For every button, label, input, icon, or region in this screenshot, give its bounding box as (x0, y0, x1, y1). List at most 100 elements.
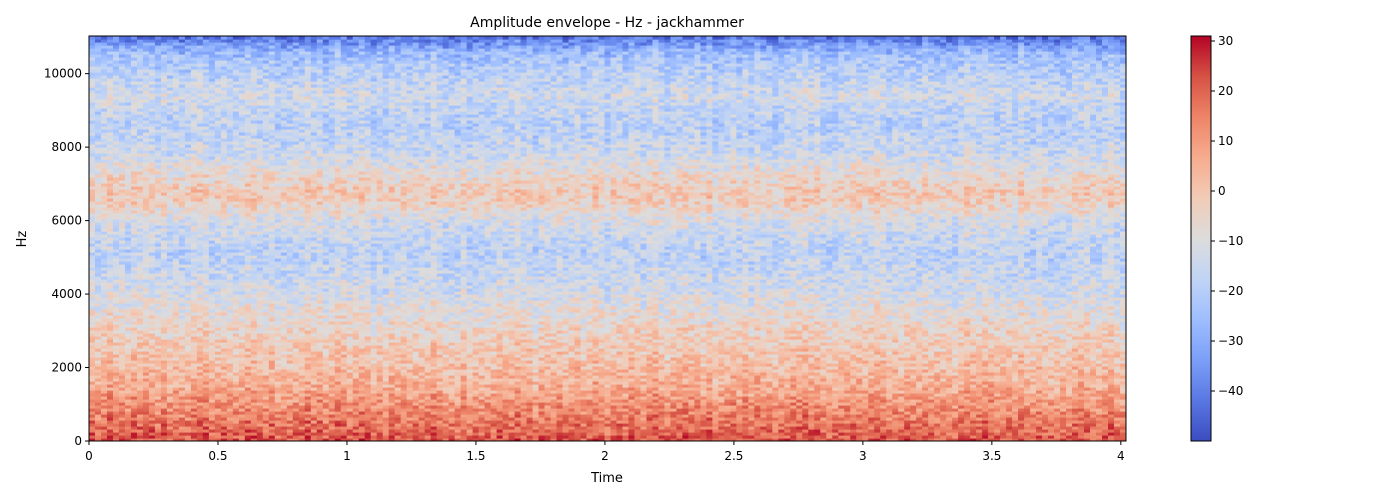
heatmap-cell (124, 249, 132, 253)
heatmap-cell (112, 60, 120, 64)
heatmap-cell (190, 282, 198, 286)
heatmap-cell (100, 402, 108, 406)
heatmap-cell (196, 408, 204, 412)
heatmap-cell (130, 288, 138, 292)
heatmap-cell (160, 228, 168, 232)
heatmap-cell (196, 324, 204, 328)
heatmap-cell (184, 219, 192, 223)
heatmap-cell (100, 69, 108, 73)
heatmap-cell (172, 264, 180, 268)
heatmap-cell (124, 180, 132, 184)
heatmap-cell (112, 387, 120, 391)
heatmap-cell (148, 351, 156, 355)
heatmap-cell (166, 147, 174, 151)
heatmap-cell (124, 351, 132, 355)
heatmap-cell (142, 240, 150, 244)
heatmap-cell (100, 330, 108, 334)
heatmap-cell (172, 348, 180, 352)
heatmap-cell (118, 225, 126, 229)
heatmap-cell (148, 144, 156, 148)
heatmap-cell (106, 345, 114, 349)
heatmap-cell (118, 213, 126, 217)
heatmap-cell (142, 348, 150, 352)
heatmap-cell (154, 300, 162, 304)
heatmap-cell (184, 258, 192, 262)
heatmap-cell (160, 42, 168, 46)
heatmap-cell (94, 321, 102, 325)
heatmap-cell (124, 339, 132, 343)
heatmap-cell (154, 75, 162, 79)
heatmap-cell (154, 192, 162, 196)
heatmap-cell (166, 315, 174, 319)
heatmap-cell (118, 327, 126, 331)
heatmap-cell (118, 42, 126, 46)
heatmap-cell (136, 216, 144, 220)
heatmap-cell (202, 237, 210, 241)
heatmap-cell (178, 171, 186, 175)
heatmap-cell (190, 393, 198, 397)
heatmap-cell (178, 330, 186, 334)
heatmap-cell (130, 57, 138, 61)
heatmap-cell (178, 114, 186, 118)
heatmap-cell (208, 372, 216, 376)
heatmap-cell (154, 393, 162, 397)
heatmap-cell (89, 102, 96, 106)
heatmap-cell (142, 378, 150, 382)
heatmap-cell (190, 258, 198, 262)
heatmap-cell (112, 156, 120, 160)
heatmap-cell (178, 294, 186, 298)
heatmap-cell (190, 183, 198, 187)
heatmap-cell (172, 165, 180, 169)
heatmap-cell (136, 165, 144, 169)
heatmap-cell (208, 354, 216, 358)
heatmap-cell (94, 189, 102, 193)
heatmap-cell (202, 408, 210, 412)
heatmap-cell (160, 156, 168, 160)
heatmap-cell (112, 294, 120, 298)
heatmap-cell (148, 330, 156, 334)
heatmap-cell (178, 309, 186, 313)
heatmap-cell (136, 72, 144, 76)
heatmap-cell (172, 195, 180, 199)
heatmap-cell (106, 276, 114, 280)
heatmap-cell (130, 81, 138, 85)
heatmap-cell (154, 414, 162, 418)
heatmap-cell (184, 246, 192, 250)
heatmap-cell (89, 342, 96, 346)
heatmap-cell (94, 297, 102, 301)
heatmap-cell (160, 120, 168, 124)
heatmap-cell (202, 420, 210, 424)
heatmap-cell (148, 123, 156, 127)
heatmap-cell (202, 240, 210, 244)
heatmap-cell (89, 408, 96, 412)
heatmap-cell (136, 171, 144, 175)
heatmap-cell (94, 99, 102, 103)
heatmap-cell (196, 126, 204, 130)
heatmap-cell (172, 57, 180, 61)
heatmap-cell (202, 426, 210, 430)
heatmap-cell (190, 264, 198, 268)
heatmap-cell (94, 192, 102, 196)
heatmap-cell (196, 138, 204, 142)
heatmap-cell (208, 381, 216, 385)
heatmap-cell (142, 324, 150, 328)
heatmap-cell (160, 258, 168, 262)
heatmap-cell (196, 141, 204, 145)
heatmap-cell (124, 279, 132, 283)
heatmap-cell (184, 339, 192, 343)
heatmap-cell (208, 306, 216, 310)
heatmap-cell (136, 69, 144, 73)
heatmap-cell (94, 249, 102, 253)
heatmap-cell (142, 99, 150, 103)
heatmap-cell (172, 159, 180, 163)
heatmap-cell (220, 36, 228, 40)
heatmap-cell (100, 294, 108, 298)
heatmap-cell (94, 414, 102, 418)
heatmap-cell (94, 57, 102, 61)
heatmap-cell (154, 180, 162, 184)
heatmap-cell (118, 324, 126, 328)
heatmap-cell (136, 384, 144, 388)
heatmap-cell (118, 297, 126, 301)
heatmap-cell (172, 156, 180, 160)
heatmap-cell (142, 336, 150, 340)
